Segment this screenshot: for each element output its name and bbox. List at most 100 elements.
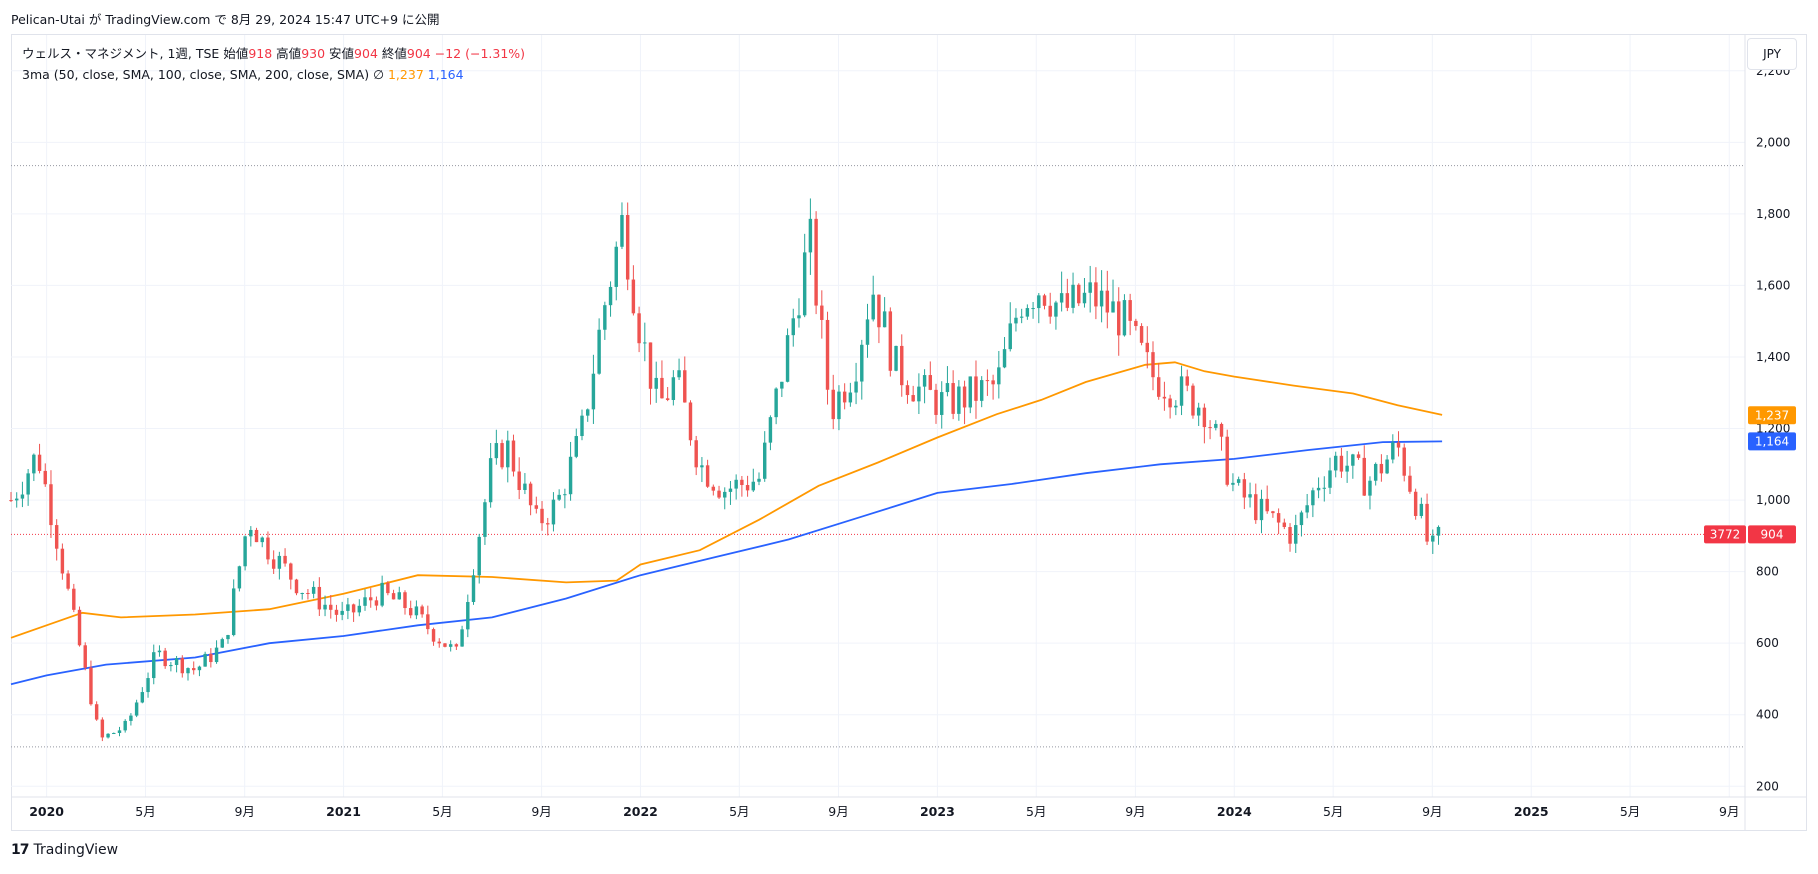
price-tick-label: 400 [1756,708,1779,722]
candle-body [77,609,82,646]
time-tick-label: 5月 [1620,804,1640,819]
candle-body [940,392,944,415]
candle-body [426,614,430,630]
candle-body [1408,475,1412,492]
candle-body [1385,459,1389,474]
candle-body [974,376,978,401]
countdown-badge: 3772 [1710,527,1741,541]
candle-body [546,523,550,525]
candle-body [1305,505,1309,513]
candle-body [557,494,561,500]
candle-body [1316,487,1321,491]
candle-body [1339,455,1344,472]
candle-body [511,440,516,472]
candle-body [734,479,738,489]
candle-body [1031,308,1035,310]
price-tick-label: 1,600 [1756,278,1790,292]
candle-body [791,318,795,336]
candle-body [774,388,778,418]
candle-body [802,252,807,316]
candle-body [1402,447,1406,476]
time-tick-label: 9月 [531,804,551,819]
candle-body [625,215,630,280]
footer: 17 TradingView [11,842,118,858]
legend-indicator-row[interactable]: 3ma (50, close, SMA, 100, close, SMA, 20… [22,64,525,85]
candle-body [1196,407,1201,416]
time-tick-label: 2020 [29,804,64,819]
candle-body [192,668,196,671]
candle-body [186,668,190,674]
candle-body [403,592,407,609]
ma200-legend-value: 1,164 [427,67,464,82]
time-tick-label: 5月 [135,804,155,819]
candle-body [112,732,116,734]
candle-body [934,389,938,415]
currency-unit-button[interactable]: JPY [1747,38,1797,70]
candle-body [825,319,830,390]
candle-body [1294,525,1298,544]
time-tick-label: 2025 [1514,804,1549,819]
axes: 2,2002,0001,8001,6001,4001,2001,00080060… [11,35,1806,830]
chart-frame [11,34,1807,831]
candle-body [968,376,972,408]
candle-body [1151,352,1155,378]
candle-body [1282,522,1287,528]
candle-body [1037,295,1041,309]
candle-body [294,579,299,594]
candle-body [1082,292,1087,304]
candle-body [517,471,521,490]
candle-body [340,610,344,615]
candle-body [1225,436,1229,485]
candle-body [420,606,424,615]
candle-body [180,658,185,674]
candle-body [14,498,19,501]
candle-body [140,692,145,703]
candle-body [711,486,716,491]
candle-body [443,643,447,647]
candle-body [1322,487,1327,489]
close-value: 904 [406,46,431,61]
candle-body [306,592,310,594]
candle-body [9,500,13,502]
candle-body [1014,317,1018,324]
time-tick-label: 9月 [828,804,848,819]
candle-body [888,311,893,371]
candle-body [671,377,676,400]
candle-body [317,586,322,610]
candle-body [386,582,390,594]
candle-body [637,313,641,344]
candle-body [648,342,653,389]
candle-body [1065,293,1070,308]
candle-body [585,409,590,416]
time-tick-label: 2022 [623,804,658,819]
candle-body [89,667,93,705]
candle-body [363,597,367,606]
candle-body [54,525,59,549]
last-price-badge: 904 [1761,527,1784,541]
candle-body [1117,301,1121,336]
candle-body [700,465,704,468]
candle-body [1254,494,1258,521]
candle-body [169,664,173,667]
candle-body [271,559,276,569]
candle-body [414,606,419,616]
candle-body [1168,398,1172,408]
candle-body [705,465,710,487]
candle-body [1111,301,1115,313]
candle-body [369,597,373,601]
candle-body [837,391,841,420]
candle-body [220,639,224,648]
candle-body [60,548,65,574]
candle-body [408,608,413,616]
candle-body [1299,512,1304,526]
candle-body [694,440,698,468]
candle-body [226,635,230,640]
candle-body [979,380,984,401]
countdown-badge-bg [1704,525,1746,544]
candle-body [951,383,955,414]
candle-body [1431,535,1435,542]
candle-body [1002,349,1007,368]
candle-body [580,415,584,437]
candle-body [391,593,396,600]
